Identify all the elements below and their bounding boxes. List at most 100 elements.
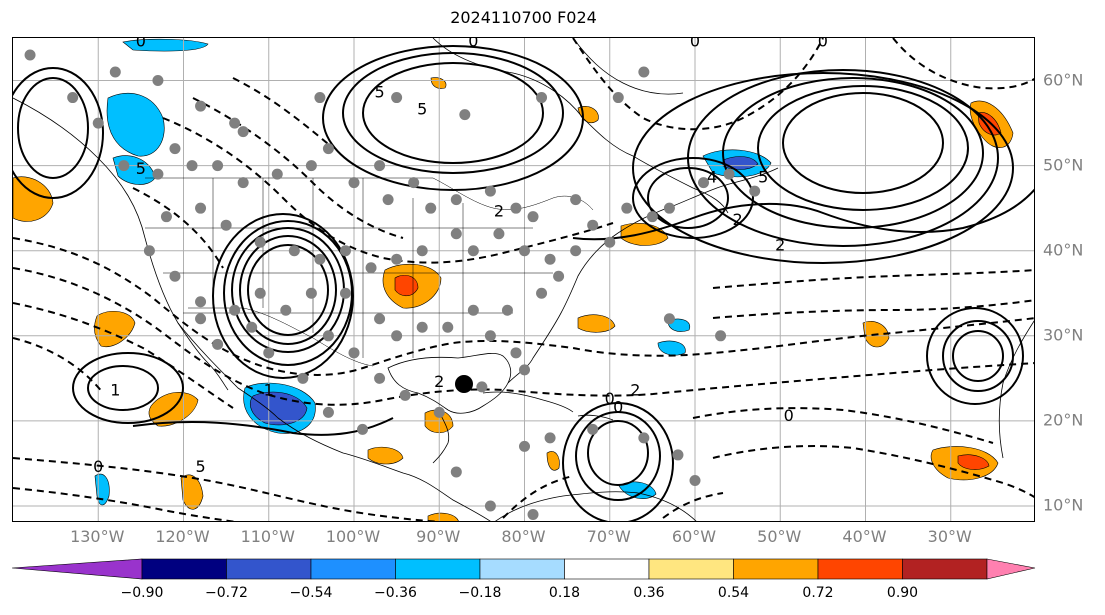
contour-label: 0	[784, 406, 794, 425]
station-dot	[254, 287, 266, 299]
colorbar-cell	[11, 558, 143, 580]
station-dot	[476, 381, 488, 393]
coast-gulf-of-mexico	[387, 353, 512, 414]
lon-tick-label: 100°W	[325, 527, 381, 546]
station-dot	[160, 211, 172, 223]
contour-high-caribbean	[587, 420, 649, 486]
map-canvas: 0000554552221110022005	[13, 38, 1034, 521]
colorbar-tick-label: −0.72	[205, 585, 248, 601]
station-dot	[297, 372, 309, 384]
anomaly-shading	[13, 38, 1014, 521]
contour-high-southwest	[247, 244, 329, 336]
contour-label: 2	[630, 380, 640, 399]
contour-label: 4	[707, 168, 717, 187]
coast-south-america	[495, 491, 697, 521]
station-dot	[374, 160, 386, 172]
contour-label: 1	[264, 380, 274, 399]
colorbar-cell	[141, 558, 227, 580]
station-dot	[143, 245, 155, 257]
contour-label: 0	[818, 38, 828, 51]
station-dot	[374, 372, 386, 384]
station-dot	[195, 296, 207, 308]
station-dot	[663, 202, 675, 214]
contour-dash-12	[132, 187, 224, 269]
lat-tick-label: 10°N	[1043, 495, 1084, 515]
contour-high-atlantic-e-2	[942, 320, 1014, 392]
contour-dash-18	[662, 492, 724, 519]
station-dot	[322, 406, 334, 418]
station-dot	[92, 117, 104, 129]
contour-dash-2	[13, 267, 1034, 406]
station-dot	[544, 253, 556, 265]
contour-label: 1	[110, 380, 120, 399]
contour-dash-10	[192, 97, 404, 239]
coast-africa	[998, 320, 1034, 459]
lon-tick-label: 120°W	[155, 527, 210, 546]
station-dot	[536, 92, 548, 104]
contour-dash-7	[712, 445, 1034, 498]
contour-dash-14	[712, 299, 1034, 319]
colorbar-tick-label: 0.18	[548, 585, 581, 601]
contour-high-atlantic-n-5	[632, 72, 1014, 264]
map-panel[interactable]: 0000554552221110022005	[12, 37, 1035, 522]
station-dot	[24, 49, 36, 61]
shade-orange-panama	[427, 512, 459, 521]
contour-dash-11	[232, 77, 334, 149]
coast-labrador	[632, 155, 729, 214]
station-dot	[749, 185, 761, 197]
contour-dash-16	[892, 38, 1034, 90]
station-dot	[314, 92, 326, 104]
contour-high-hudson-3	[322, 45, 584, 191]
colorbar-cell	[395, 558, 481, 580]
station-dot	[715, 330, 727, 342]
contour-solid-atlantic-rim	[572, 188, 1034, 241]
station-dot	[118, 160, 130, 172]
station-dot	[587, 423, 599, 435]
station-dot	[305, 287, 317, 299]
shade-orange-pacific-sw	[148, 392, 199, 427]
contour-dash-3	[13, 302, 234, 409]
contour-labels: 0000554552221110022005	[93, 38, 828, 476]
contour-label: 5	[417, 100, 427, 119]
station-dot	[357, 423, 369, 435]
contour-label: 0	[136, 38, 146, 51]
station-dot	[553, 270, 565, 282]
contour-high-caribbean-2	[575, 411, 661, 501]
station-dot	[450, 194, 462, 206]
lon-tick-label: 50°W	[757, 527, 802, 546]
contour-high-southwest-2	[239, 235, 337, 345]
colorbar-tick-label: 0.72	[802, 585, 834, 601]
station-dot	[229, 117, 241, 129]
station-dot	[374, 313, 386, 325]
station-dot	[314, 253, 326, 265]
station-dot	[305, 160, 317, 172]
station-dot	[254, 236, 266, 248]
station-dot	[689, 474, 701, 486]
border-us-canada	[145, 177, 594, 211]
shade-blue-bc	[112, 155, 156, 185]
contours-positive	[13, 45, 1034, 521]
lon-tick-label: 30°W	[927, 527, 972, 546]
shade-blue-north	[122, 38, 209, 52]
station-dot	[604, 236, 616, 248]
station-dot	[271, 168, 283, 180]
station-dot	[672, 449, 684, 461]
contour-high-hudson-2	[342, 52, 564, 174]
lat-tick-label: 40°N	[1043, 240, 1084, 260]
station-dot	[391, 253, 403, 265]
station-dot	[519, 364, 530, 376]
station-dot	[723, 168, 735, 180]
shade-orange-pacific-nw	[13, 176, 54, 222]
station-dot	[450, 466, 462, 478]
station-dot	[501, 304, 513, 316]
lon-tick-label: 80°W	[501, 527, 546, 546]
contour-label: 0	[690, 38, 700, 51]
contour-label: 5	[136, 159, 146, 178]
shade-orange-pacific-w	[94, 310, 136, 348]
coast-baja	[177, 322, 229, 391]
station-dot	[186, 160, 198, 172]
contour-low-pacific-nw	[17, 77, 89, 179]
colorbar-cell	[902, 558, 988, 580]
station-dot	[152, 75, 164, 87]
station-dot	[391, 92, 403, 104]
